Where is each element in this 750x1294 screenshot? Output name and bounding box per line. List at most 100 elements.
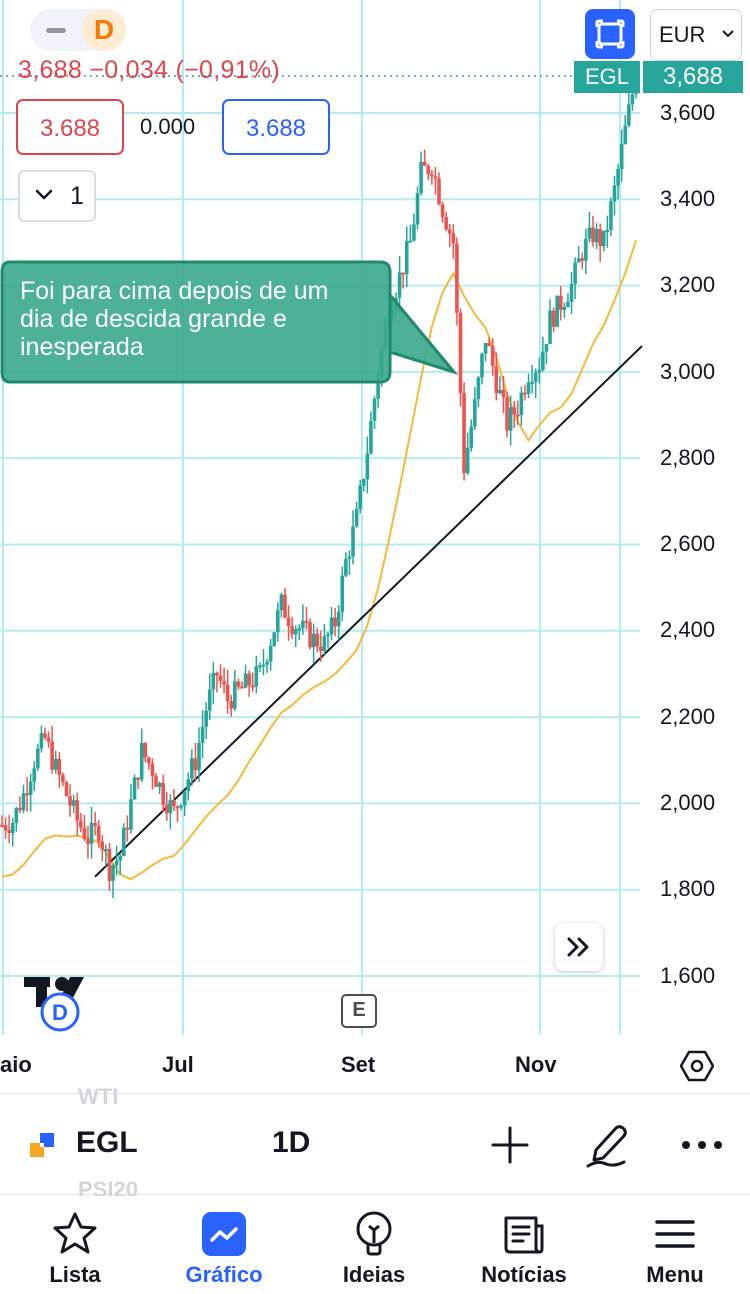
callout-pointer: [388, 290, 459, 375]
candle-body: [258, 665, 262, 668]
candle-body: [279, 594, 284, 611]
candle-body: [25, 793, 29, 796]
more-options-icon[interactable]: [680, 1135, 724, 1155]
candle-body: [222, 681, 226, 685]
candle-body: [447, 229, 452, 234]
candle-body: [465, 447, 470, 474]
candle-body: [408, 240, 413, 243]
candle-body: [272, 632, 277, 646]
candle-body: [132, 777, 137, 800]
fullscreen-button[interactable]: [585, 9, 635, 59]
candle-body: [347, 556, 352, 559]
candle-body: [340, 575, 345, 612]
candle-body: [591, 227, 595, 243]
chevron-down-icon: [722, 30, 734, 38]
bottom-navigation: Lista Gráfico Ideias Notícias Menu: [0, 1196, 750, 1294]
candle-body: [376, 376, 380, 399]
earnings-event-badge[interactable]: E: [341, 994, 377, 1028]
candle-body: [121, 827, 126, 856]
candle-body: [39, 733, 44, 749]
candle-body: [601, 230, 606, 247]
scroll-to-realtime-button[interactable]: [555, 923, 603, 971]
y-tick: 3,400: [660, 186, 716, 211]
candle-body: [211, 672, 216, 690]
candle-body: [143, 743, 148, 758]
candle-body: [172, 800, 176, 807]
candle-body: [404, 241, 409, 275]
candle-body: [555, 295, 559, 327]
candle-body: [311, 633, 316, 648]
candle-body: [36, 748, 40, 769]
minimize-icon[interactable]: [46, 28, 66, 33]
symbol-logo-icon: [30, 1133, 54, 1157]
nav-item-grafico[interactable]: Gráfico: [149, 1196, 299, 1294]
nav-item-ideias[interactable]: Ideias: [299, 1196, 449, 1294]
candle-body: [193, 758, 198, 771]
plus-icon[interactable]: [490, 1125, 530, 1165]
interval-selector[interactable]: 1D: [272, 1126, 311, 1159]
chart-area[interactable]: D 3,688 −0,034 (−0,91%) 3.688 0.000 3.68…: [0, 0, 750, 1090]
nav-item-lista[interactable]: Lista: [0, 1196, 150, 1294]
candle-body: [82, 827, 87, 839]
indicators-toggle[interactable]: 1: [18, 170, 96, 222]
candle-body: [247, 673, 251, 686]
double-chevron-right-icon: [567, 937, 589, 957]
candle-body: [562, 306, 567, 310]
candle-body: [100, 841, 105, 850]
candle-body: [326, 634, 330, 637]
currency-selector[interactable]: EUR: [650, 9, 742, 61]
candle-body: [333, 617, 337, 627]
candle-body: [297, 628, 302, 631]
y-tick: 2,600: [660, 531, 716, 556]
candle-body: [494, 366, 499, 394]
candle-body: [111, 865, 115, 881]
candle-body: [18, 807, 22, 811]
candle-body: [93, 822, 97, 826]
candle-body: [336, 611, 341, 627]
candle-body: [64, 782, 69, 797]
candle-body: [473, 399, 477, 427]
candle-body: [290, 626, 294, 635]
candle-body: [369, 420, 373, 454]
candle-body: [598, 229, 602, 247]
settings-hexagon-icon[interactable]: [680, 1050, 714, 1082]
chevron-down-icon: [35, 189, 53, 200]
candle-body: [587, 227, 592, 239]
y-tick: 2,400: [660, 617, 716, 642]
chart-icon: [202, 1212, 246, 1256]
symbol-name[interactable]: EGL: [76, 1126, 138, 1159]
candle-body: [519, 392, 524, 415]
candle-body: [136, 777, 140, 780]
candle-body: [182, 791, 187, 806]
candle-body: [512, 407, 517, 415]
sell-button[interactable]: 3.688: [16, 99, 124, 155]
callout-bubble[interactable]: [0, 260, 392, 384]
candle-body: [96, 825, 101, 842]
nav-item-menu[interactable]: Menu: [600, 1196, 750, 1294]
buy-button[interactable]: 3.688: [222, 99, 330, 155]
y-tick: 3,600: [660, 100, 716, 125]
candle-body: [630, 94, 635, 105]
candle-body: [329, 617, 334, 635]
nav-item-noticias[interactable]: Notícias: [449, 1196, 599, 1294]
tradingview-logo[interactable]: D: [22, 975, 88, 1033]
interval-pill[interactable]: D: [30, 9, 126, 51]
candle-body: [397, 272, 402, 298]
candle-body: [372, 398, 377, 421]
candle-body: [315, 633, 320, 647]
candle-body: [197, 743, 201, 771]
candle-body: [498, 389, 502, 394]
candle-body: [541, 351, 545, 371]
y-tick: 1,800: [660, 876, 716, 901]
candle-body: [43, 733, 47, 738]
candle-body: [358, 485, 362, 510]
drawing-pen-icon[interactable]: [584, 1120, 632, 1168]
candle-body: [236, 681, 241, 687]
news-icon: [504, 1216, 544, 1254]
price-chart[interactable]: [0, 0, 750, 1090]
candle-body: [308, 622, 312, 648]
callout-text: Foi para cima depois de um dia de descid…: [20, 277, 329, 361]
candle-body: [265, 661, 269, 665]
interval-badge[interactable]: D: [82, 9, 126, 51]
candle-body: [114, 860, 119, 866]
